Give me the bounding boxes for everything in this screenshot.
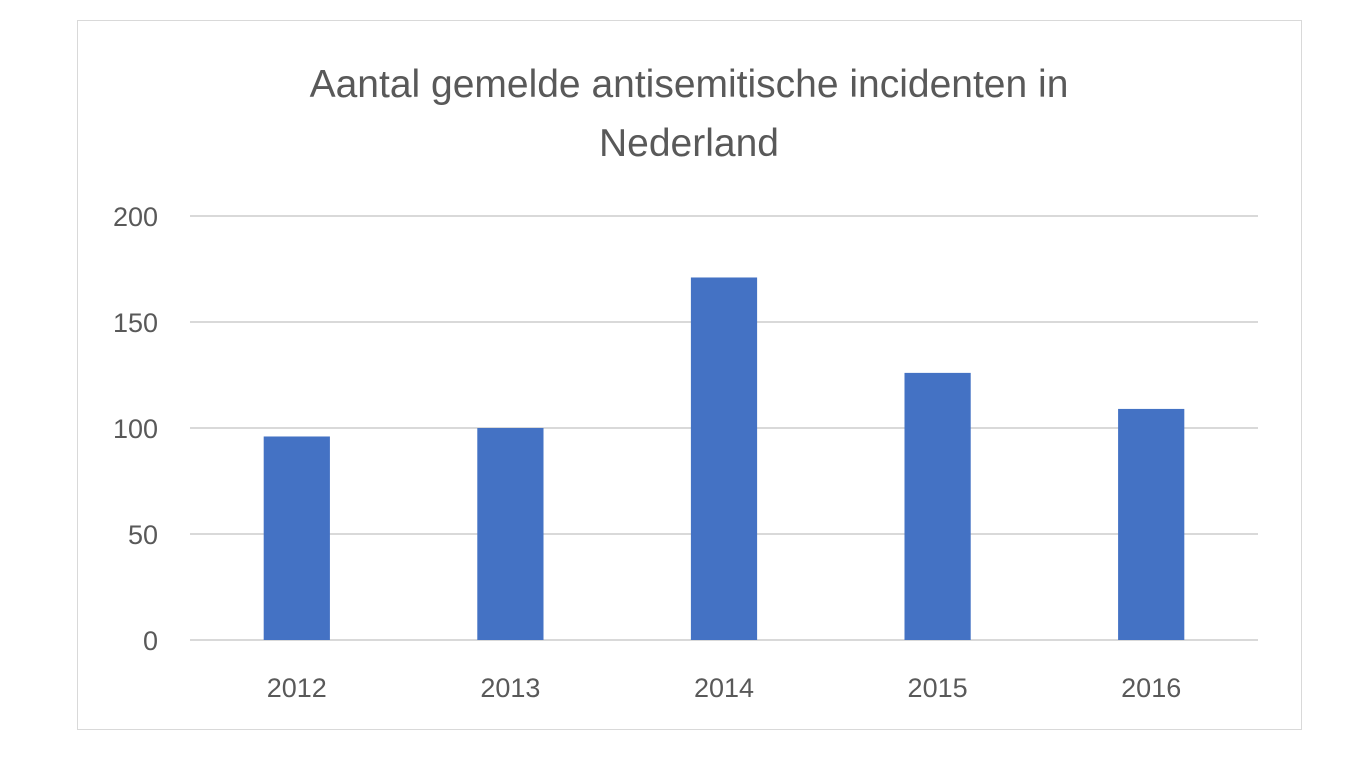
chart-title: Aantal gemelde antisemitische incidenten… — [310, 63, 1069, 165]
bar-2014 — [690, 277, 758, 640]
bar-2015 — [904, 372, 971, 640]
bars — [263, 277, 1185, 640]
x-tick-label: 2014 — [694, 673, 754, 703]
x-tick-label: 2015 — [908, 673, 968, 703]
x-tick-label: 2016 — [1121, 673, 1181, 703]
y-tick-label: 0 — [143, 626, 158, 656]
x-tick-label: 2013 — [480, 673, 540, 703]
y-tick-label: 50 — [128, 520, 158, 550]
chart-title-line-2: Nederland — [599, 122, 779, 165]
x-axis-ticks: 2012 2013 2014 2015 2016 — [267, 673, 1181, 703]
y-tick-label: 100 — [113, 414, 158, 444]
y-tick-label: 150 — [113, 308, 158, 338]
bar-2013 — [477, 428, 544, 640]
chart-title-line-1: Aantal gemelde antisemitische incidenten… — [310, 63, 1069, 106]
y-axis-ticks: 0 50 100 150 200 — [113, 202, 158, 656]
x-tick-label: 2012 — [267, 673, 327, 703]
bar-2012 — [263, 436, 330, 640]
y-tick-label: 200 — [113, 202, 158, 232]
bar-2016 — [1118, 408, 1185, 640]
